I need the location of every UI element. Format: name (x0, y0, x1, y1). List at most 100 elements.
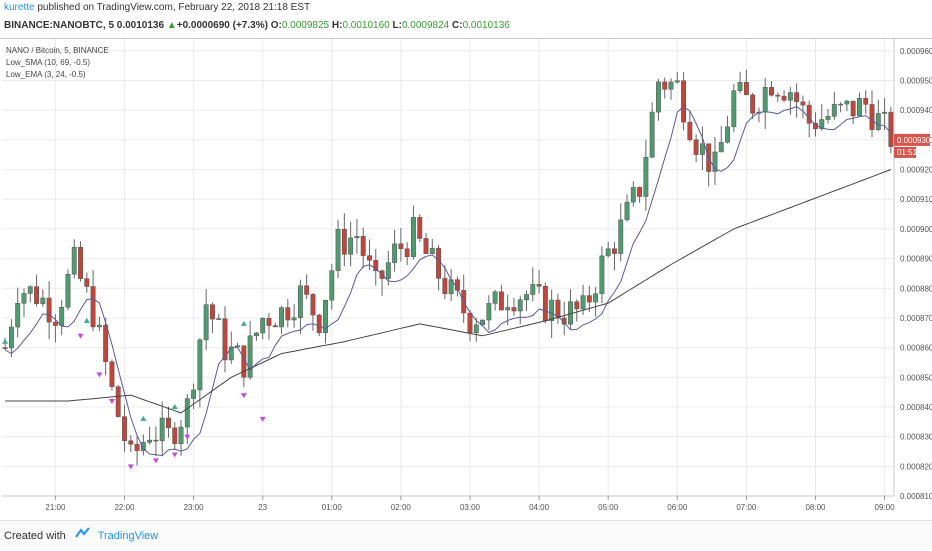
candle-body (385, 262, 391, 279)
time-tick-label: 05:00 (598, 503, 619, 512)
chart-grid (2, 39, 895, 497)
candle-body (191, 389, 197, 399)
low-label: L: (392, 20, 402, 31)
signal-down-marker (127, 464, 134, 470)
publish-bar: kurette published on TradingView.com, Fe… (0, 0, 932, 16)
candle-body (272, 325, 278, 328)
candle-body (674, 80, 680, 83)
candle-body (511, 307, 517, 312)
signal-markers (2, 317, 266, 470)
candle-body (649, 111, 655, 158)
candle-body (605, 248, 611, 257)
candle-body (46, 297, 52, 323)
signal-down-marker (96, 372, 103, 378)
candle-body (699, 143, 705, 155)
current-price-badge (894, 133, 930, 146)
candle-body (668, 81, 674, 90)
signal-up-marker (171, 403, 178, 409)
candle-body (800, 101, 806, 106)
candle-body (178, 426, 184, 444)
candle-body (166, 417, 171, 429)
candle-body (71, 246, 77, 275)
candle-body (216, 318, 222, 320)
candle-body (147, 439, 153, 443)
candle-body (869, 104, 875, 130)
legend-entry: NANO / Bitcoin, 5, BINANCE (6, 46, 109, 55)
time-axis: 21:00 22:00 23:00 23 01:00 02:00 03:00 04:00 05:… (45, 496, 895, 512)
up-arrow-icon: ▲ (166, 20, 177, 31)
candle-body (769, 87, 774, 96)
candle-body (524, 294, 529, 300)
time-tick-label: 23 (258, 503, 267, 512)
time-tick-label: 23:00 (184, 503, 205, 512)
candle-body (838, 103, 844, 106)
candle-body (857, 98, 862, 117)
candle-body (712, 151, 718, 172)
candle-body (725, 126, 730, 143)
candle-body (612, 248, 617, 254)
candle-body (542, 285, 548, 322)
candle-body (630, 187, 636, 203)
countdown-label: 01:51 (897, 148, 918, 157)
candle-body (348, 237, 354, 255)
tradingview-logo-icon (75, 521, 91, 551)
sma-line (4, 105, 892, 457)
candle-body (360, 236, 366, 256)
candle-body (140, 442, 146, 451)
candle-body (266, 318, 272, 326)
candle-body (222, 318, 228, 361)
author-link[interactable]: kurette (4, 2, 35, 13)
signal-down-marker (108, 399, 115, 405)
candle-body (750, 94, 756, 114)
candle-body (159, 417, 165, 442)
signal-down-marker (240, 393, 247, 399)
candle-body (586, 295, 592, 303)
candle-body (555, 299, 561, 319)
candle-body (40, 297, 46, 304)
candle-body (329, 270, 335, 301)
tradingview-link[interactable]: TradingView (97, 530, 159, 542)
candle-body (882, 111, 888, 114)
open-value: 0.0009825 (281, 20, 330, 31)
candle-body (486, 303, 492, 321)
ohlc-bar: BINANCE:NANOBTC, 5 0.0010136 ▲+0.0000690… (0, 16, 932, 36)
candle-body (109, 361, 115, 387)
candle-body (316, 314, 322, 334)
time-tick-label: 22:00 (114, 503, 135, 512)
candle-body (530, 284, 536, 295)
candle-body (580, 295, 586, 310)
candle-body (498, 291, 504, 311)
candle-body (775, 94, 781, 97)
candle-body (27, 286, 33, 294)
candle-body (398, 243, 404, 249)
candle-body (781, 95, 787, 101)
candle-body (731, 90, 737, 128)
countdown-badge (894, 146, 916, 158)
candle-body (417, 217, 423, 239)
candle-body (429, 247, 435, 254)
candle-body (373, 259, 379, 272)
signal-up-marker (240, 320, 247, 326)
price-badges: 0.0009300 01:51 (894, 133, 932, 158)
candle-body (875, 113, 881, 130)
candle-body (335, 229, 341, 271)
candle-body (15, 303, 21, 328)
candle-body (655, 81, 661, 113)
candle-body (806, 104, 812, 124)
candle-body (285, 307, 291, 321)
time-tick-label: 02:00 (391, 503, 412, 512)
candle-body (637, 187, 643, 197)
candle-body (235, 345, 241, 348)
candle-body (310, 294, 316, 316)
candle-body (247, 335, 253, 378)
candle-body (762, 87, 768, 113)
